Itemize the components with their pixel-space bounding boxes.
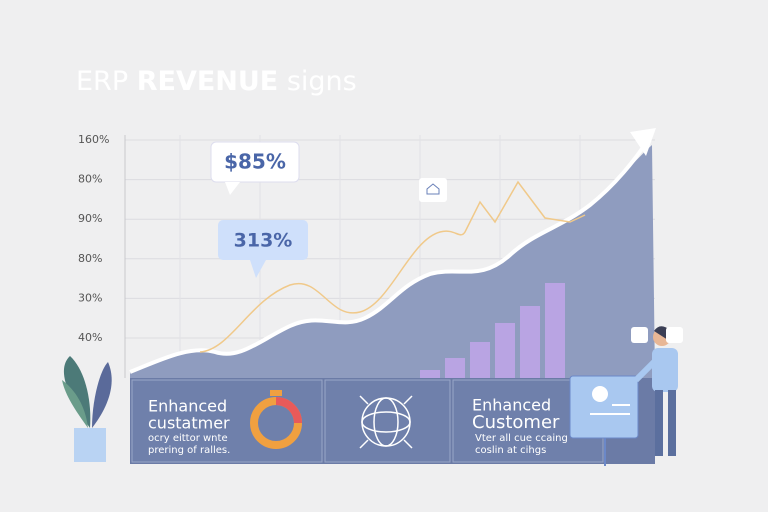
line <box>199 180 586 353</box>
arrow-head <box>630 128 656 156</box>
panel-body: Vter all cue ccaing <box>475 433 568 444</box>
ring-cap <box>270 390 282 396</box>
axis-label: 80% <box>78 173 102 186</box>
panel-body: ocry eittor wnte <box>148 433 228 444</box>
panel-heading: custatmer <box>148 414 230 433</box>
title-part: REVENUE <box>137 66 279 97</box>
presenter <box>569 326 683 466</box>
torso <box>652 348 678 392</box>
nav-button[interactable] <box>666 327 683 343</box>
pot <box>74 428 106 462</box>
panel-body: prering of ralles. <box>148 445 230 456</box>
bars <box>420 283 565 378</box>
arm <box>633 359 657 383</box>
home-icon <box>426 183 440 195</box>
nav-button[interactable] <box>631 327 648 343</box>
bar <box>420 370 440 378</box>
leg <box>655 390 663 456</box>
callout-box <box>210 141 300 183</box>
bar <box>445 358 465 378</box>
callout-tail <box>225 182 240 195</box>
bar <box>470 342 490 378</box>
plant <box>62 356 112 462</box>
panel-heading: Enhanced <box>148 397 227 416</box>
callout-box <box>218 220 308 260</box>
panel <box>324 379 451 463</box>
bar <box>495 323 515 378</box>
area-edge <box>129 138 650 374</box>
title: ERP REVENUE signs <box>76 66 357 97</box>
axis-label: 160% <box>78 133 109 146</box>
bar <box>520 306 540 378</box>
axis-label: 30% <box>78 291 102 304</box>
ring-segment <box>275 397 302 424</box>
leg <box>668 390 676 456</box>
axis-label: 80% <box>78 252 102 265</box>
panel-heading: Enhanced <box>472 396 551 415</box>
bar <box>545 283 565 378</box>
axis-label: 90% <box>78 212 102 225</box>
icon-box <box>419 178 447 202</box>
title-part: signs <box>287 66 357 97</box>
callout-text: $85% <box>224 150 286 174</box>
board <box>569 375 639 439</box>
leaf <box>62 380 88 428</box>
callout-tail <box>250 260 266 278</box>
panel <box>131 379 323 463</box>
globe-icon <box>359 395 413 449</box>
axis-label: 40% <box>78 331 102 344</box>
panel-body: coslin at cihgs <box>475 445 546 456</box>
callout-text: 313% <box>234 230 293 252</box>
panel-heading: Customer <box>472 412 560 433</box>
leaf <box>92 362 112 428</box>
board-icon <box>592 386 608 402</box>
title-part: ERP <box>76 66 128 97</box>
